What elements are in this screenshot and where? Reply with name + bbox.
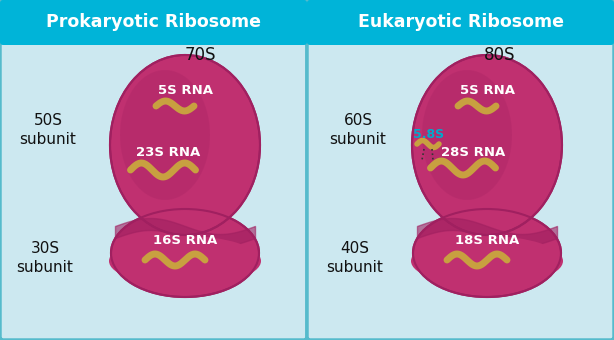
Text: 80S: 80S bbox=[484, 46, 516, 64]
FancyBboxPatch shape bbox=[0, 0, 307, 340]
Ellipse shape bbox=[411, 236, 563, 286]
Text: 50S
subunit: 50S subunit bbox=[20, 113, 76, 147]
Text: Eukaryotic Ribosome: Eukaryotic Ribosome bbox=[358, 13, 564, 31]
Ellipse shape bbox=[111, 209, 259, 297]
Text: 70S: 70S bbox=[184, 46, 216, 64]
Ellipse shape bbox=[412, 55, 562, 235]
Text: 5.8S: 5.8S bbox=[413, 129, 444, 141]
FancyBboxPatch shape bbox=[0, 0, 307, 45]
Ellipse shape bbox=[413, 209, 561, 297]
Ellipse shape bbox=[422, 70, 512, 200]
Ellipse shape bbox=[109, 236, 261, 286]
FancyBboxPatch shape bbox=[307, 0, 614, 45]
Text: 23S RNA: 23S RNA bbox=[136, 146, 200, 158]
Text: 5S RNA: 5S RNA bbox=[459, 84, 515, 97]
Text: 18S RNA: 18S RNA bbox=[455, 234, 519, 246]
Ellipse shape bbox=[120, 70, 210, 200]
Ellipse shape bbox=[110, 55, 260, 235]
FancyBboxPatch shape bbox=[307, 0, 614, 340]
Text: 60S
subunit: 60S subunit bbox=[330, 113, 386, 147]
Text: Prokaryotic Ribosome: Prokaryotic Ribosome bbox=[47, 13, 262, 31]
Text: 40S
subunit: 40S subunit bbox=[327, 241, 383, 275]
Text: 5S RNA: 5S RNA bbox=[158, 84, 212, 97]
Text: 28S RNA: 28S RNA bbox=[441, 146, 505, 158]
Text: 16S RNA: 16S RNA bbox=[153, 234, 217, 246]
Text: 30S
subunit: 30S subunit bbox=[17, 241, 74, 275]
